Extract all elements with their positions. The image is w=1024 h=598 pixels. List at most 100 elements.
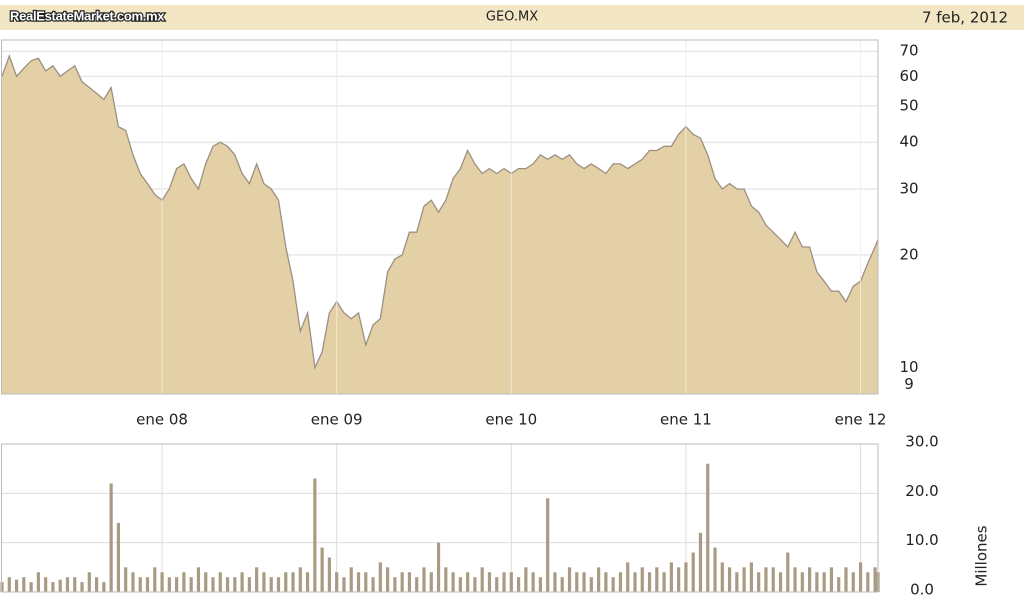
volume-bar [240,572,244,592]
volume-bar [160,572,164,592]
y-tick-label: 0.0 [910,581,934,598]
volume-bar [444,567,448,592]
volume-bar [626,562,630,592]
volume-bar [255,567,259,592]
y-tick-label: 30.0 [905,433,938,451]
volume-bar [589,577,593,592]
volume-bar [153,567,157,592]
volume-bar [786,552,790,592]
volume-bar [276,577,281,592]
volume-bar [757,572,761,592]
y-tick-label: 50 [899,96,918,114]
header-bar [0,5,1024,30]
volume-bar [44,577,48,592]
volume-bar [466,572,470,592]
y-tick-label: 10.0 [905,531,938,549]
x-tick-label: ene 12 [835,411,887,429]
volume-bar [7,577,11,592]
volume-bar [335,572,339,592]
volume-bar [633,572,637,592]
volume-bar [116,522,121,592]
volume-bar [727,567,732,592]
volume-bar [662,572,666,592]
volume-panel: 0.0 10.0 20.0 30.0 Millones [0,433,991,598]
volume-bar [342,577,346,592]
volume-bar [655,567,659,592]
volume-bar [611,577,615,592]
volume-bar [14,579,19,592]
volume-bar [407,572,412,592]
volume-bar [560,577,564,592]
y-tick-label: 20.0 [905,482,938,500]
volume-bar [124,567,128,592]
volume-bar [546,498,550,592]
volume-bar [567,567,572,592]
volume-bar [764,567,768,592]
x-tick-label: ene 08 [136,411,188,429]
volume-bar [298,567,302,592]
chart-title: GEO.MX [486,10,538,25]
y-tick-label: 40 [899,133,918,151]
volume-bar [65,577,70,592]
volume-bar [829,567,834,592]
volume-bar [509,572,513,592]
volume-bar [393,577,397,592]
volume-bar [713,547,717,592]
volume-bar [793,567,797,592]
volume-bar [451,572,455,592]
volume-bar [538,577,543,592]
volume-bar [822,572,826,592]
volume-bar [29,582,33,592]
volume-bar [313,478,317,592]
volume-bar [677,567,681,592]
x-tick-label: ene 10 [485,411,537,429]
volume-bar [495,577,499,592]
volume-bar [458,577,462,592]
volume-bar [851,572,855,592]
volume-bar [582,572,586,592]
volume-bar [196,567,201,592]
volume-bar [327,557,332,592]
volume-bar [247,577,251,592]
volume-bar [138,577,142,592]
volume-bar [866,572,870,592]
volume-bar [305,572,310,592]
y-tick-label: 30 [899,179,918,197]
volume-bar [742,567,746,592]
volume-bar [735,572,739,592]
volume-bar [80,582,84,592]
volume-bar [706,463,710,592]
volume-bar [87,572,91,592]
volume-bar [269,577,273,592]
volume-bar [473,577,477,592]
volume-bar [749,562,754,592]
y-tick-label: 60 [899,67,918,85]
volume-bar [284,572,288,592]
volume-bar [524,567,528,592]
volume-bar [597,567,601,592]
volume-bar [225,577,230,592]
volume-bar [102,582,106,592]
volume-bar [604,572,608,592]
volume-bar [858,562,863,592]
volume-bar [356,572,361,592]
volume-bar [175,577,179,592]
volume-bar [182,572,186,592]
volume-bar [618,572,623,592]
volume-bar [94,577,99,592]
volume-bar [371,577,375,592]
volume-bar [320,547,324,592]
volume-bar [349,567,353,592]
volume-bar [487,572,492,592]
volume-bar [422,567,426,592]
x-tick-label: ene 09 [311,411,363,429]
volume-bar [233,577,237,592]
plot-frame [1,39,879,395]
volume-bar [640,567,644,592]
volume-bar [647,572,652,592]
y-tick-label: 10 [899,358,918,376]
volume-bar [502,572,506,592]
volume-bar [698,532,703,592]
price-area [2,55,878,395]
volume-bar [204,572,208,592]
